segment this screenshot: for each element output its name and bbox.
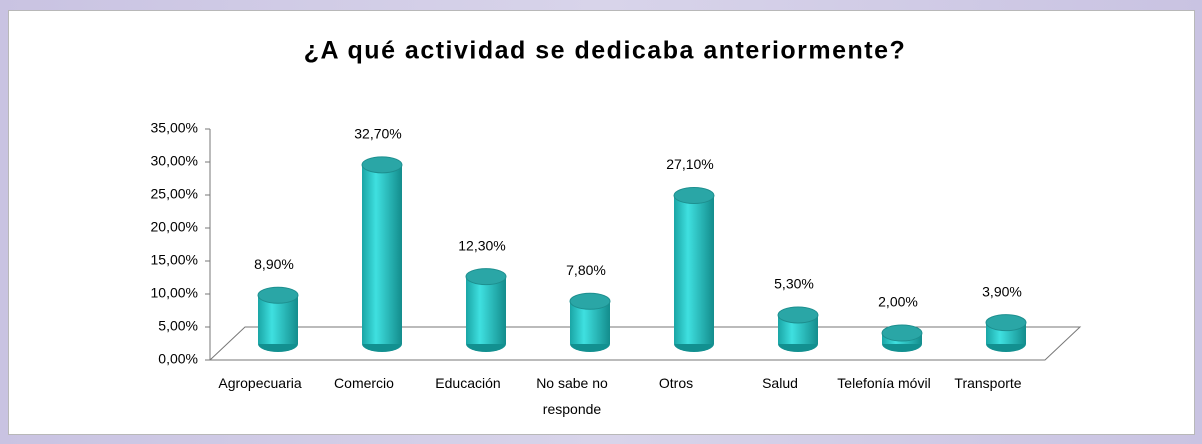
bar-cap bbox=[465, 268, 507, 286]
value-label: 7,80% bbox=[566, 262, 606, 278]
floor bbox=[208, 326, 1082, 361]
value-label: 5,30% bbox=[774, 276, 814, 292]
x-tick-label: Transporte bbox=[954, 375, 1022, 391]
bar bbox=[674, 195, 714, 344]
y-tick-label: 15,00% bbox=[151, 252, 198, 268]
x-tick-label: Salud bbox=[762, 375, 798, 391]
bar-cap bbox=[777, 306, 819, 324]
y-tick-label: 20,00% bbox=[151, 219, 198, 235]
value-label: 27,10% bbox=[666, 156, 713, 172]
chart-panel bbox=[8, 10, 1195, 435]
bar-cap bbox=[881, 324, 923, 342]
chart-title: ¿A qué actividad se dedicaba anteriormen… bbox=[304, 37, 907, 65]
bar-cap bbox=[985, 314, 1027, 332]
y-tick-label: 10,00% bbox=[151, 285, 198, 301]
value-label: 8,90% bbox=[254, 256, 294, 272]
bar-cap bbox=[361, 156, 403, 174]
x-tick-label: Otros bbox=[658, 375, 694, 391]
y-tick-label: 0,00% bbox=[158, 351, 198, 367]
x-tick-label: Comercio bbox=[334, 375, 394, 391]
x-tick-label: Educación bbox=[435, 375, 501, 391]
value-label: 32,70% bbox=[354, 126, 401, 142]
value-label: 12,30% bbox=[458, 237, 505, 253]
value-label: 2,00% bbox=[878, 294, 918, 310]
bar bbox=[466, 276, 506, 344]
value-label: 3,90% bbox=[982, 283, 1022, 299]
bar bbox=[362, 164, 402, 344]
x-tick-label: Agropecuaria bbox=[218, 375, 302, 391]
bar-cap bbox=[673, 187, 715, 205]
bar-cap bbox=[257, 286, 299, 304]
x-tick-label: Telefonía móvil bbox=[837, 375, 931, 391]
x-tick-label: No sabe no responde bbox=[536, 375, 608, 417]
y-tick-label: 30,00% bbox=[151, 153, 198, 169]
y-tick-label: 25,00% bbox=[151, 186, 198, 202]
bar-cap bbox=[569, 292, 611, 310]
y-tick-label: 5,00% bbox=[158, 318, 198, 334]
y-tick-label: 35,00% bbox=[151, 120, 198, 136]
